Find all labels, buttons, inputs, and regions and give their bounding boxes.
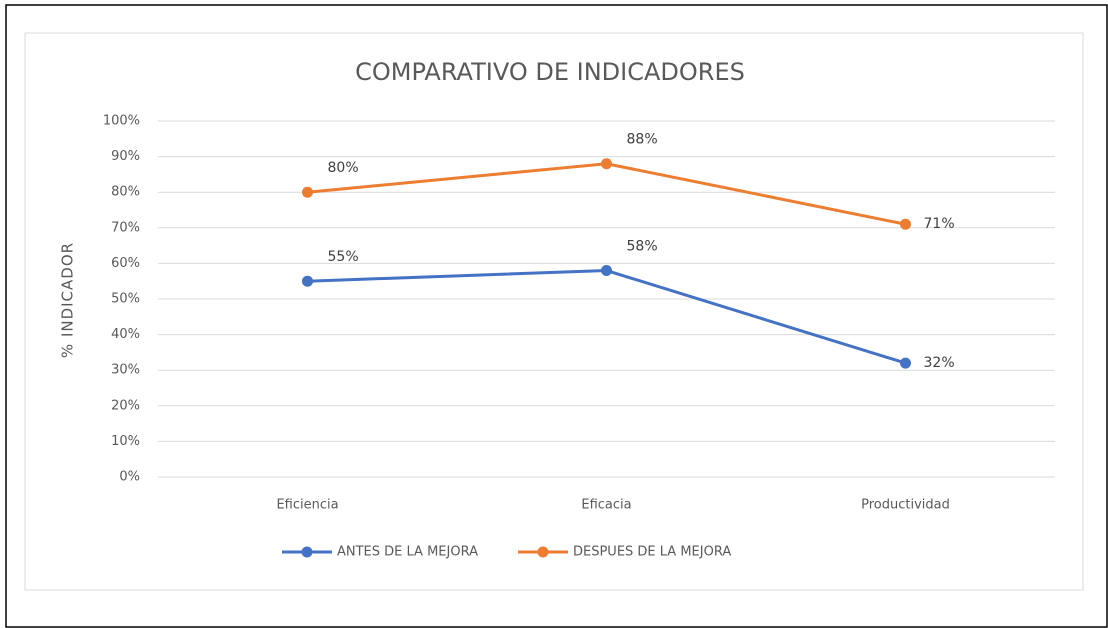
data-point: [302, 186, 313, 198]
chart-title: COMPARATIVO DE INDICADORES: [355, 58, 745, 86]
data-point: [900, 357, 911, 369]
y-tick-label: 30%: [111, 363, 140, 378]
y-tick-label: 100%: [103, 114, 140, 129]
legend-label: ANTES DE LA MEJORA: [337, 545, 478, 560]
chart-area: [24, 32, 1084, 591]
y-tick-label: 50%: [111, 292, 140, 307]
y-tick-label: 90%: [111, 149, 140, 164]
data-point: [601, 265, 612, 277]
y-tick-label: 60%: [111, 256, 140, 271]
x-tick-label: Eficacia: [581, 498, 631, 513]
x-tick-label: Eficiencia: [276, 498, 338, 513]
data-label: 80%: [328, 160, 359, 176]
y-tick-label: 0%: [119, 470, 140, 485]
legend-marker: [537, 546, 549, 558]
data-point: [302, 275, 313, 287]
y-tick-label: 20%: [111, 398, 140, 413]
data-point: [900, 218, 911, 230]
y-tick-label: 70%: [111, 220, 140, 235]
legend-marker: [301, 546, 313, 558]
data-label: 58%: [627, 239, 658, 255]
data-label: 55%: [328, 249, 359, 265]
data-label: 71%: [924, 216, 955, 232]
data-label: 88%: [627, 132, 658, 148]
legend-label: DESPUES DE LA MEJORA: [573, 545, 731, 560]
x-tick-label: Productividad: [861, 498, 950, 513]
data-label: 32%: [924, 355, 955, 371]
y-axis-label: % INDICADOR: [59, 242, 77, 358]
y-tick-label: 10%: [111, 434, 140, 449]
y-tick-label: 40%: [111, 327, 140, 342]
data-point: [601, 158, 612, 170]
y-tick-label: 80%: [111, 185, 140, 200]
